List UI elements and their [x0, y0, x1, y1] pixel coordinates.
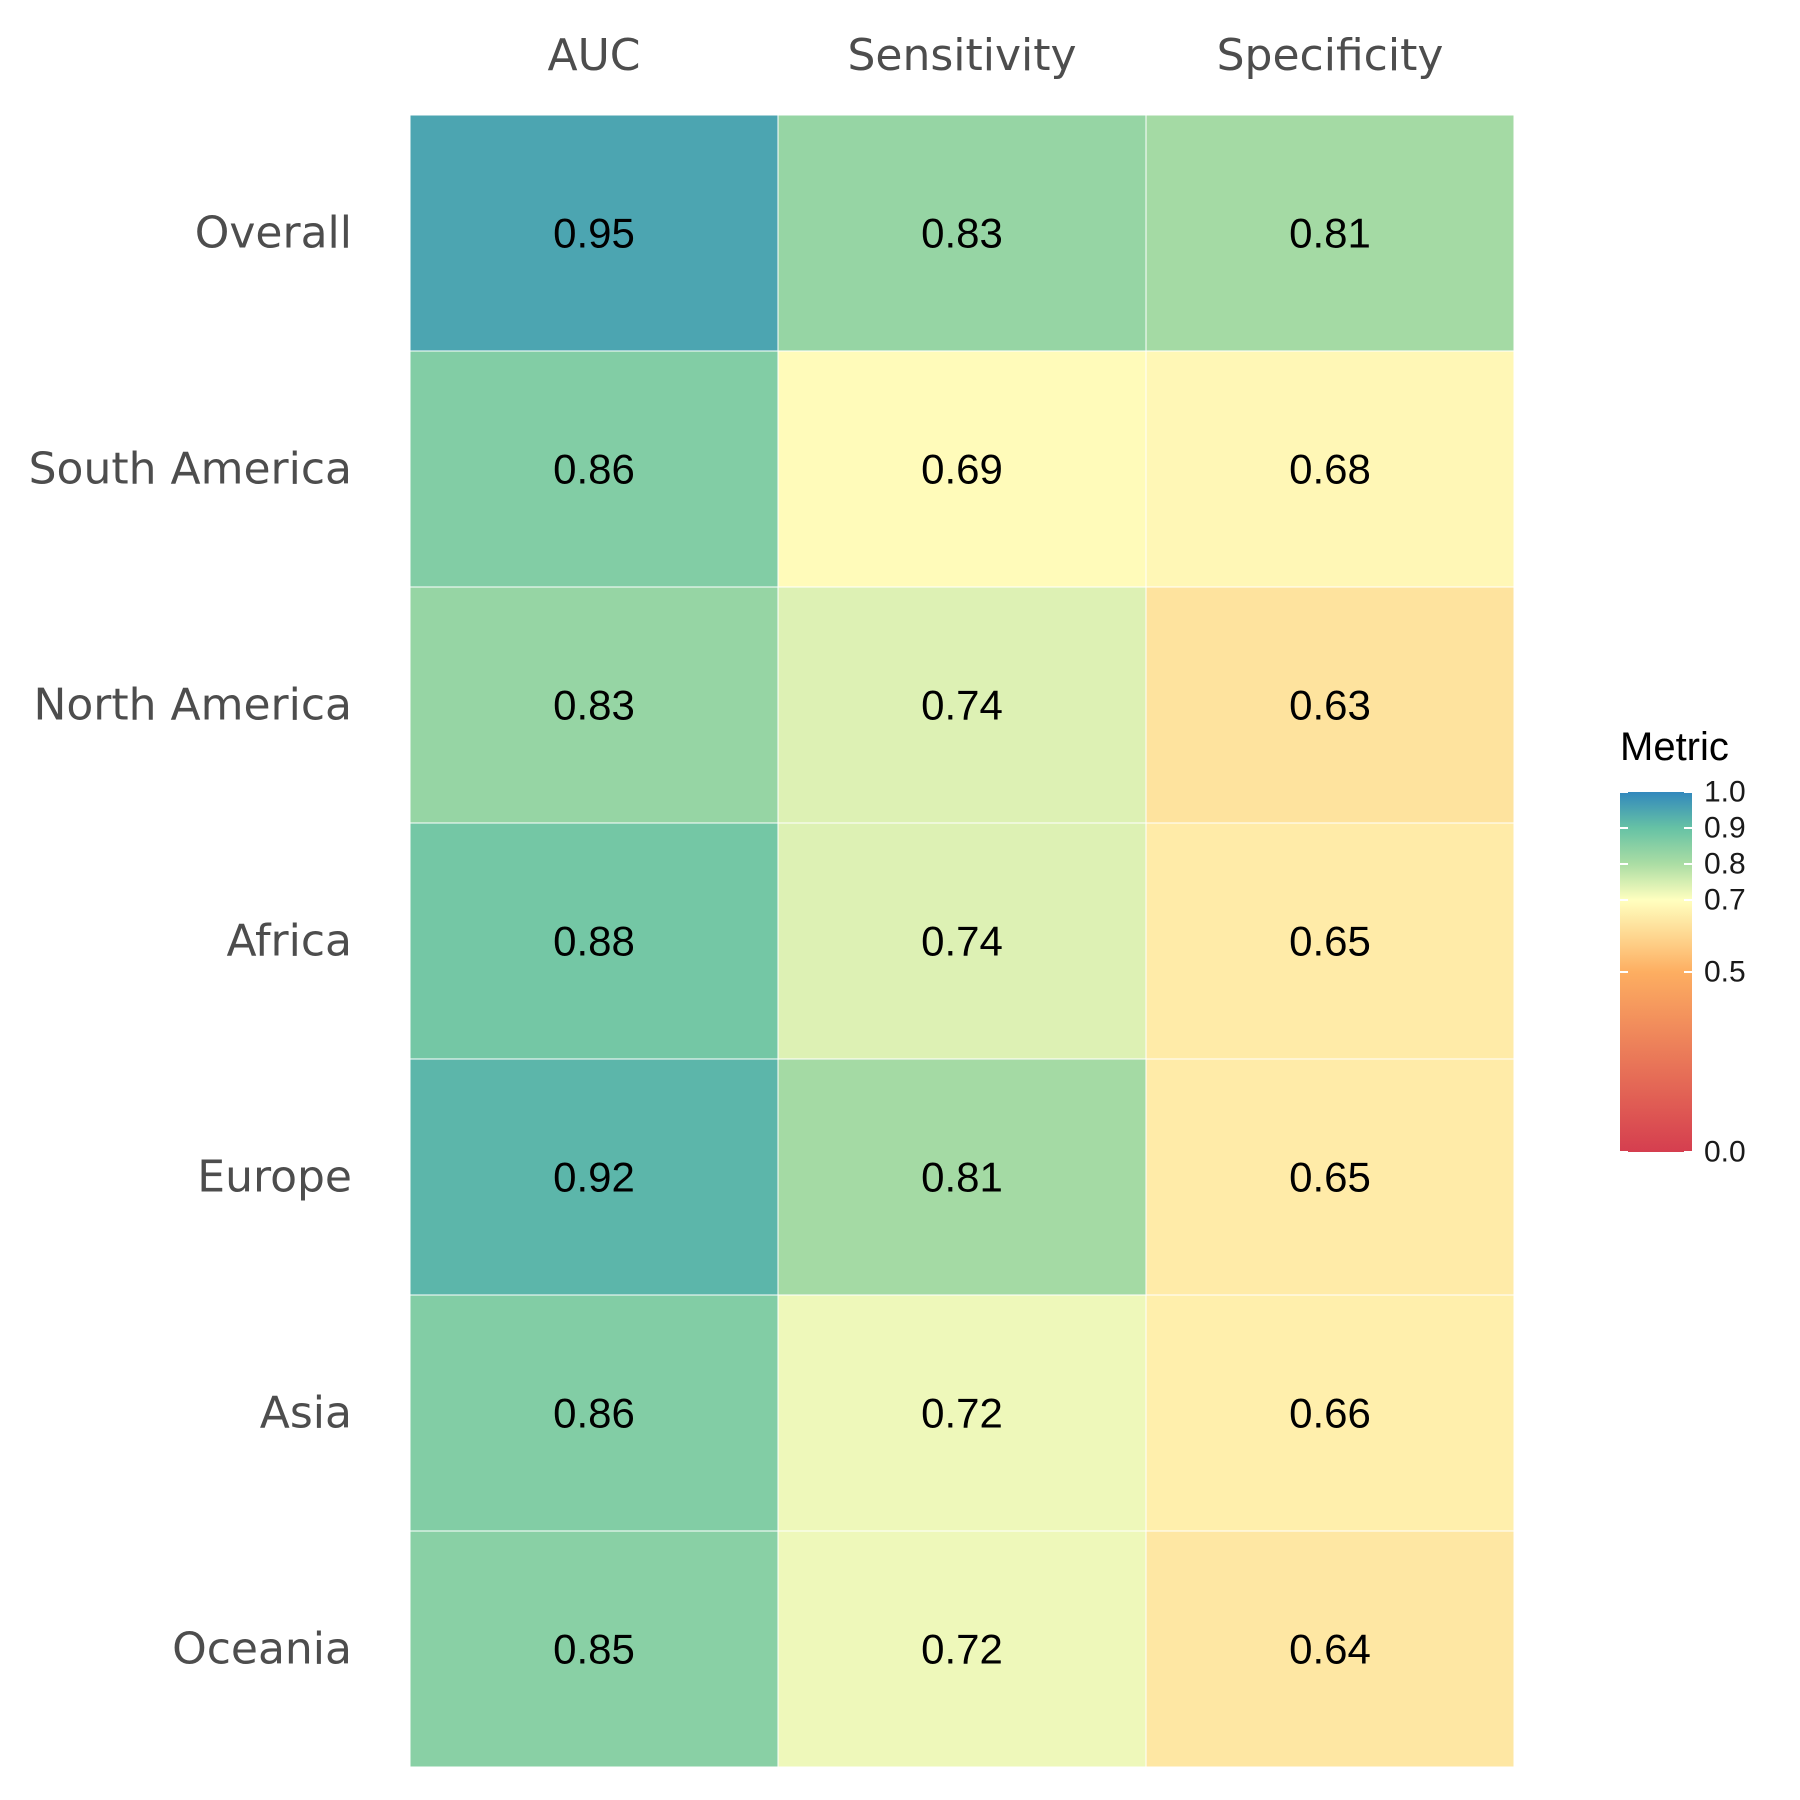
cell-value-label: 0.66 — [1289, 1390, 1371, 1437]
cell-value-label: 0.81 — [921, 1154, 1003, 1201]
cell-value-label: 0.65 — [1289, 1154, 1371, 1201]
cell-value-label: 0.64 — [1289, 1626, 1371, 1673]
legend-tick-label: 1.0 — [1704, 776, 1746, 809]
cell-value-label: 0.69 — [921, 446, 1003, 493]
heatmap-cell — [777, 350, 1147, 588]
heatmap-cell — [777, 114, 1147, 352]
cell-value-label: 0.72 — [921, 1390, 1003, 1437]
cell-value-label: 0.68 — [1289, 446, 1371, 493]
column-label: Sensitivity — [847, 30, 1076, 81]
heatmap-cells — [409, 114, 1515, 1768]
heatmap-cell — [1145, 1294, 1515, 1532]
heatmap-cell — [1145, 1530, 1515, 1768]
heatmap-cell — [777, 586, 1147, 824]
heatmap-cell — [409, 586, 779, 824]
cell-value-label: 0.63 — [1289, 682, 1371, 729]
legend-title: Metric — [1620, 725, 1729, 769]
cell-value-labels: 0.95 0.83 0.81 0.86 0.69 0.68 0.83 0.74 0.63 0.88… — [553, 210, 1371, 1673]
row-label: Africa — [227, 916, 353, 967]
heatmap-cell — [1145, 822, 1515, 1060]
cell-value-label: 0.74 — [921, 918, 1003, 965]
row-label: Oceania — [172, 1624, 352, 1675]
cell-value-label: 0.86 — [553, 446, 635, 493]
column-label: AUC — [547, 30, 640, 81]
legend-tick-label: 0.7 — [1704, 884, 1746, 917]
legend-tick-label: 0.9 — [1704, 812, 1746, 845]
row-label: Overall — [195, 208, 352, 259]
heatmap-cell — [1145, 350, 1515, 588]
cell-value-label: 0.74 — [921, 682, 1003, 729]
heatmap-cell — [409, 822, 779, 1060]
cell-value-label: 0.83 — [553, 682, 635, 729]
heatmap-cell — [1145, 114, 1515, 352]
row-labels: Overall South America North America Africa E… — [29, 208, 352, 1675]
row-label: South America — [29, 444, 352, 495]
row-label: Asia — [260, 1388, 352, 1439]
heatmap-cell — [777, 1530, 1147, 1768]
heatmap-cell — [777, 1294, 1147, 1532]
cell-value-label: 0.81 — [1289, 210, 1371, 257]
row-label: North America — [33, 680, 352, 731]
cell-value-label: 0.65 — [1289, 918, 1371, 965]
heatmap-cell — [409, 350, 779, 588]
column-labels: AUC Sensitivity Specificity — [547, 30, 1443, 81]
legend-tick-label: 0.0 — [1704, 1136, 1746, 1169]
cell-value-label: 0.95 — [553, 210, 635, 257]
cell-value-label: 0.85 — [553, 1626, 635, 1673]
heatmap-cell — [409, 114, 779, 352]
heatmap-cell — [409, 1530, 779, 1768]
column-label: Specificity — [1217, 30, 1444, 81]
cell-value-label: 0.88 — [553, 918, 635, 965]
heatmap-cell — [1145, 1058, 1515, 1296]
legend-ticks: 1.00.90.80.7 0.5 0.0 — [1620, 776, 1746, 1169]
heatmap-cell — [777, 1058, 1147, 1296]
row-label: Europe — [197, 1152, 352, 1203]
color-legend: Metric 1.00.90.80.7 0.5 0.0 — [1620, 725, 1746, 1169]
cell-value-label: 0.72 — [921, 1626, 1003, 1673]
legend-tick-label: 0.8 — [1704, 848, 1746, 881]
heatmap-cell — [409, 1294, 779, 1532]
legend-colorbar — [1620, 792, 1692, 1152]
cell-value-label: 0.83 — [921, 210, 1003, 257]
cell-value-label: 0.86 — [553, 1390, 635, 1437]
cell-value-label: 0.92 — [553, 1154, 635, 1201]
heatmap-cell — [409, 1058, 779, 1296]
legend-tick-label: 0.5 — [1704, 956, 1746, 989]
